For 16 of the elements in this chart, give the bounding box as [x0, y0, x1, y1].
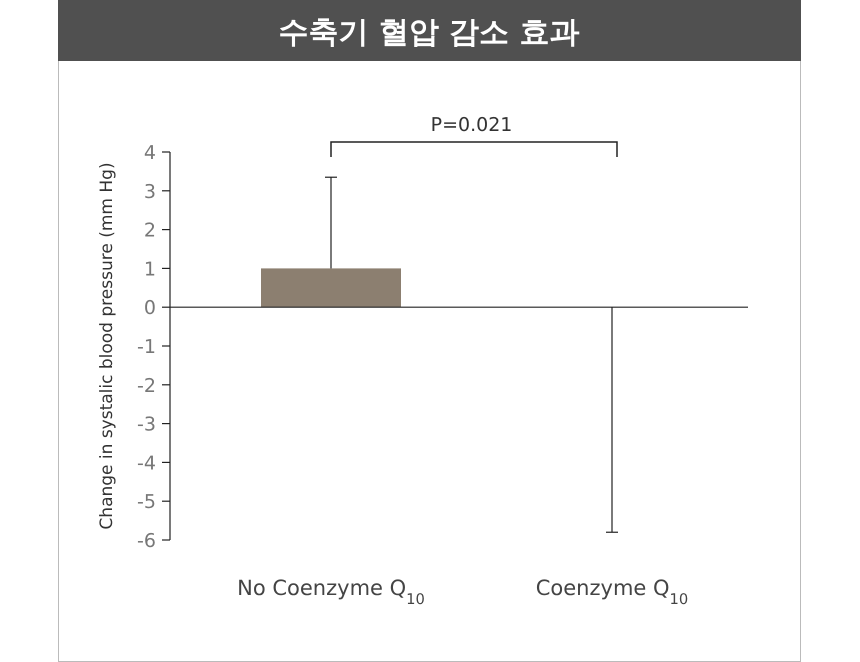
x-tick-label: No Coenzyme Q$_{10}$ — [237, 576, 425, 608]
chart-title: 수축기 혈압 감소 효과 — [278, 15, 580, 50]
y-tick-label: -5 — [137, 491, 156, 514]
y-tick-label: -3 — [137, 414, 156, 436]
text: P=0.021 — [430, 114, 512, 136]
y-tick-label: -4 — [137, 452, 156, 474]
y-tick-label: 4 — [144, 142, 156, 164]
y-tick-label: 0 — [144, 297, 156, 320]
x-tick-label: Coenzyme Q$_{10}$ — [536, 576, 688, 608]
y-tick-label: -2 — [137, 374, 156, 397]
y-tick-label: 3 — [144, 180, 156, 203]
y-tick-label: -6 — [137, 530, 156, 552]
y-tick-label: 1 — [144, 258, 156, 280]
y-tick-label: -1 — [137, 336, 156, 358]
y-tick-label: 2 — [144, 220, 156, 242]
y-axis-title: Change in systalic blood pressure (mm Hg) — [97, 162, 117, 530]
